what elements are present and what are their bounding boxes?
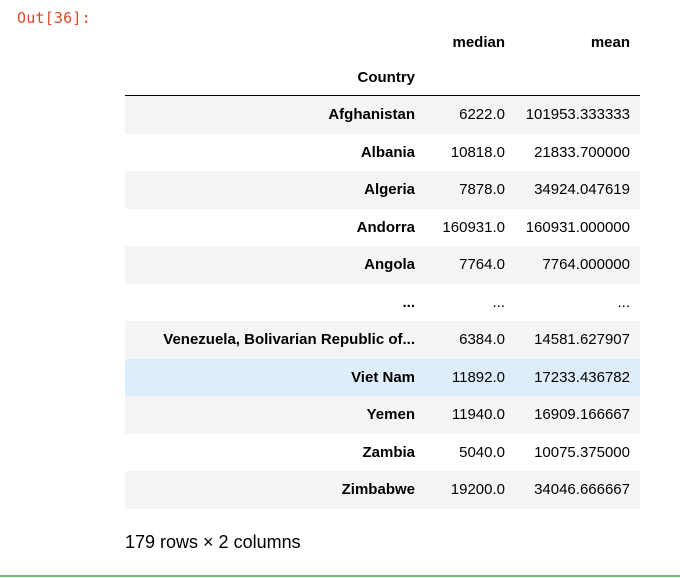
cell-mean: 160931.000000 <box>525 218 630 236</box>
table-row: Albania 10818.0 21833.700000 <box>125 134 640 172</box>
cell-mean: 34046.666667 <box>534 481 630 499</box>
table-row: Afghanistan 6222.0 101953.333333 <box>125 95 640 134</box>
row-index: Algeria <box>364 181 415 199</box>
cell-mean: 101953.333333 <box>525 106 630 124</box>
row-index: Zambia <box>362 443 415 461</box>
cell-mean: 17233.436782 <box>534 368 630 386</box>
header-blank <box>425 59 515 96</box>
table-row: Angola 7764.0 7764.000000 <box>125 246 640 284</box>
table-row: Andorra 160931.0 160931.000000 <box>125 209 640 247</box>
cell-mean: 10075.375000 <box>534 443 630 461</box>
dataframe-output: median mean Country Afghanistan 6222.0 1… <box>125 26 640 509</box>
table-row: Zimbabwe 19200.0 34046.666667 <box>125 471 640 509</box>
row-index: Andorra <box>356 218 415 236</box>
cell-border <box>0 575 680 577</box>
row-index: Angola <box>364 256 415 274</box>
table-row: Yemen 11940.0 16909.166667 <box>125 396 640 434</box>
index-name-header: Country <box>357 68 416 86</box>
cell-mean: 21833.700000 <box>534 143 630 161</box>
cell-median: 10818.0 <box>450 143 505 161</box>
row-index: ... <box>402 293 415 311</box>
cell-mean: 14581.627907 <box>534 331 630 349</box>
row-index: Zimbabwe <box>341 481 415 499</box>
table-row: Zambia 5040.0 10075.375000 <box>125 434 640 472</box>
output-prompt: Out[36]: <box>17 9 91 27</box>
table-row: Venezuela, Bolivarian Republic of... 638… <box>125 321 640 359</box>
dataframe-table: median mean Country Afghanistan 6222.0 1… <box>125 26 640 509</box>
row-index: Yemen <box>366 406 415 424</box>
cell-median: 7764.0 <box>459 256 505 274</box>
column-header-median: median <box>452 34 505 51</box>
header-blank <box>125 26 425 59</box>
cell-median: 19200.0 <box>450 481 505 499</box>
row-index: Venezuela, Bolivarian Republic of... <box>163 331 415 349</box>
row-index: Viet Nam <box>351 368 415 386</box>
cell-median: 6222.0 <box>459 106 505 124</box>
cell-mean: 7764.000000 <box>542 256 630 274</box>
cell-median: ... <box>492 293 505 311</box>
table-row: Algeria 7878.0 34924.047619 <box>125 171 640 209</box>
cell-median: 7878.0 <box>459 181 505 199</box>
column-header-row: median mean <box>125 26 640 59</box>
cell-median: 160931.0 <box>442 218 505 236</box>
cell-median: 11940.0 <box>451 406 505 424</box>
table-row-ellipsis: ... ... ... <box>125 284 640 322</box>
header-blank <box>515 59 640 96</box>
row-index: Afghanistan <box>328 106 415 124</box>
index-header-row: Country <box>125 59 640 96</box>
row-index: Albania <box>360 143 415 161</box>
table-row-hovered: Viet Nam 11892.0 17233.436782 <box>125 358 640 396</box>
cell-median: 6384.0 <box>459 331 505 349</box>
column-header-mean: mean <box>590 34 630 51</box>
cell-mean: ... <box>617 293 630 311</box>
cell-median: 11892.0 <box>451 368 505 386</box>
dataframe-shape-summary: 179 rows × 2 columns <box>125 532 301 552</box>
cell-median: 5040.0 <box>459 443 505 461</box>
cell-mean: 16909.166667 <box>534 406 630 424</box>
cell-mean: 34924.047619 <box>534 181 630 199</box>
